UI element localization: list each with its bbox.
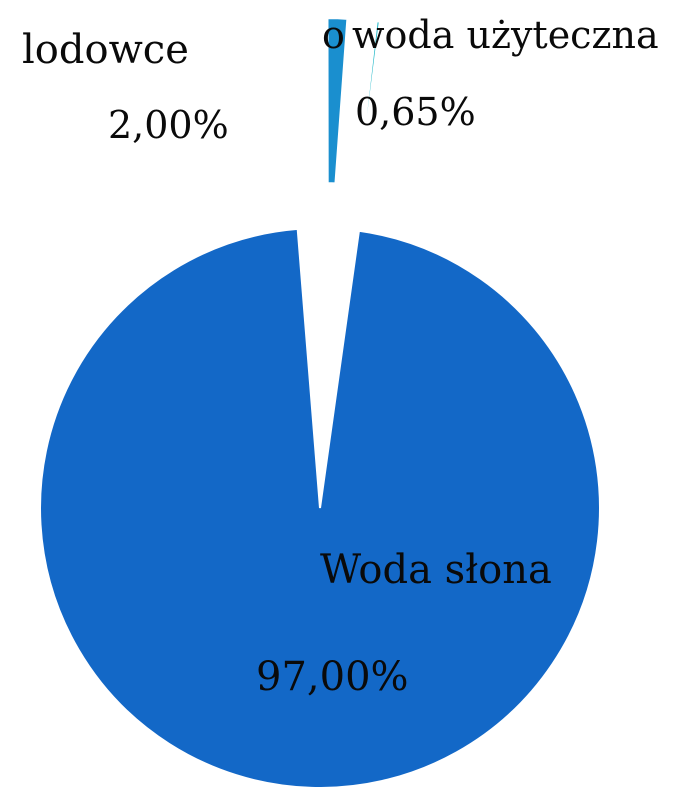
slice-salt-water [39, 227, 601, 787]
slice-label-salt-water: Woda słona [320, 547, 552, 593]
pie-slices [39, 17, 601, 787]
slice-value-glaciers: 2,00% [108, 103, 229, 147]
slice-label-usable-water: woda użyteczna [352, 13, 659, 57]
slice-label-glaciers: lodowce [22, 27, 189, 73]
slice-usable-water [359, 20, 381, 167]
slice-marker-usable: o [322, 13, 345, 57]
slice-glaciers [326, 17, 349, 185]
slice-value-salt-water: 97,00% [256, 654, 409, 700]
slice-value-usable-water: 0,65% [355, 90, 476, 134]
